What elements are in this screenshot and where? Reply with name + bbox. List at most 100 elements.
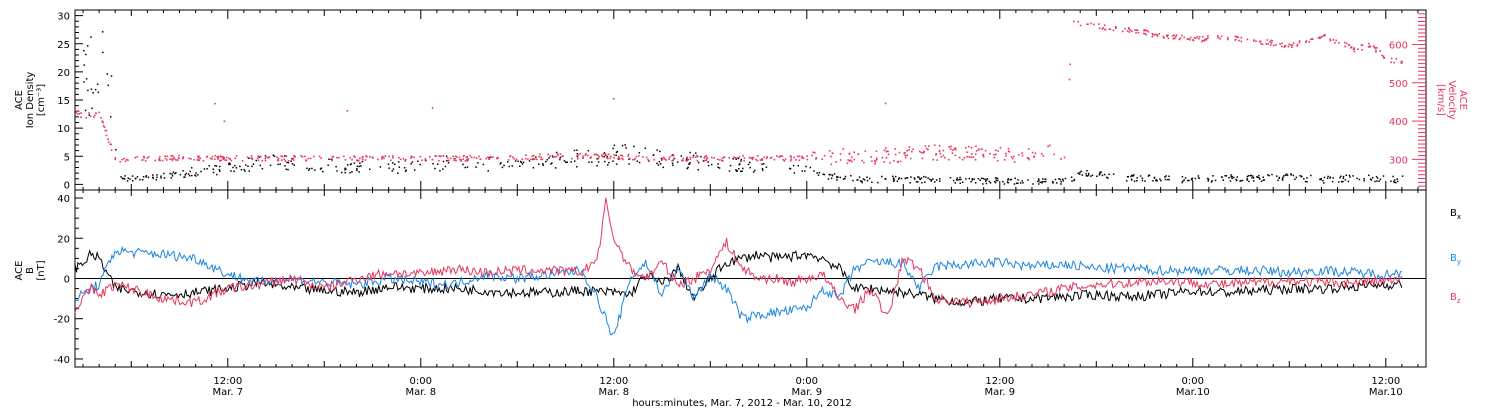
density-point — [986, 177, 989, 180]
velocity-point — [1395, 57, 1397, 60]
by-legend-label: By — [1450, 253, 1461, 266]
density-point — [1392, 175, 1394, 178]
velocity-ytick-label: 400 — [1389, 117, 1408, 128]
density-point — [519, 165, 521, 167]
velocity-point — [1181, 34, 1183, 37]
density-point — [203, 168, 206, 170]
velocity-point — [853, 158, 856, 161]
density-point — [84, 109, 87, 112]
velocity-point — [104, 129, 107, 132]
density-point — [230, 170, 232, 172]
density-point — [676, 161, 679, 163]
density-point — [625, 147, 627, 149]
velocity-point — [277, 157, 280, 160]
density-point — [793, 172, 796, 174]
velocity-point — [1151, 33, 1154, 35]
density-point — [1131, 174, 1133, 177]
velocity-point — [696, 155, 699, 158]
density-point — [971, 178, 974, 180]
density-point — [604, 160, 606, 163]
velocity-point — [602, 153, 605, 155]
density-point — [92, 92, 94, 94]
velocity-point — [898, 151, 901, 154]
velocity-point — [1007, 150, 1010, 152]
velocity-point — [455, 159, 457, 162]
density-point — [152, 174, 154, 176]
velocity-point — [968, 145, 970, 148]
density-point — [789, 167, 791, 170]
b-axis-title: ACEB[nT] — [14, 260, 47, 280]
density-point — [135, 177, 137, 180]
density-point — [738, 163, 740, 166]
density-point — [939, 180, 941, 182]
velocity-point — [1217, 35, 1219, 37]
velocity-point — [1290, 46, 1293, 49]
velocity-point — [161, 159, 164, 162]
density-point — [1235, 178, 1237, 181]
bx-series-line — [74, 249, 1403, 307]
velocity-point — [682, 157, 684, 160]
density-point — [170, 177, 173, 179]
density-point — [628, 163, 630, 165]
velocity-point — [1319, 37, 1321, 40]
density-point — [83, 64, 85, 66]
velocity-point — [1246, 38, 1249, 41]
density-point — [284, 155, 286, 157]
density-point — [1130, 175, 1132, 178]
velocity-point — [951, 152, 954, 154]
density-point — [1331, 180, 1334, 183]
density-point — [147, 176, 150, 179]
velocity-point — [399, 158, 402, 161]
velocity-point — [696, 159, 699, 162]
velocity-point — [694, 156, 697, 158]
velocity-point — [1151, 35, 1154, 38]
density-point — [735, 158, 737, 160]
velocity-point — [966, 151, 969, 154]
density-point — [1249, 174, 1252, 177]
density-point — [464, 166, 466, 169]
velocity-point — [622, 158, 624, 161]
density-point — [710, 163, 713, 166]
density-point — [1014, 177, 1016, 179]
density-point — [245, 164, 247, 166]
velocity-point — [728, 157, 731, 159]
velocity-point — [1101, 28, 1104, 30]
density-point — [1251, 177, 1253, 179]
density-point — [273, 155, 276, 157]
velocity-point — [634, 158, 636, 160]
velocity-point — [492, 156, 494, 158]
density-point — [506, 161, 509, 163]
density-point — [695, 152, 697, 154]
density-point — [358, 171, 360, 173]
velocity-point — [223, 157, 225, 159]
velocity-point — [904, 156, 907, 159]
b-axis-title-line: [nT] — [36, 260, 47, 280]
density-point — [1326, 177, 1329, 180]
density-point — [121, 177, 124, 180]
velocity-point — [552, 156, 554, 158]
velocity-point — [751, 156, 754, 159]
velocity-point — [686, 156, 689, 159]
density-point — [1375, 175, 1378, 178]
density-point — [1108, 173, 1110, 176]
density-point — [445, 155, 448, 158]
density-point — [1062, 180, 1065, 182]
density-point — [1184, 177, 1187, 179]
density-point — [588, 161, 590, 163]
velocity-point — [121, 158, 124, 161]
density-point — [638, 152, 641, 154]
density-point — [570, 161, 572, 163]
velocity-point — [1189, 38, 1191, 41]
density-point — [1310, 174, 1312, 177]
velocity-point — [924, 145, 927, 147]
density-point — [1271, 173, 1273, 176]
velocity-point — [903, 152, 905, 155]
density-point — [346, 164, 349, 166]
velocity-point — [939, 152, 942, 155]
density-point — [932, 178, 934, 180]
density-point — [707, 164, 710, 167]
velocity-point — [595, 153, 598, 156]
density-point — [155, 179, 158, 181]
density-point — [898, 177, 901, 179]
